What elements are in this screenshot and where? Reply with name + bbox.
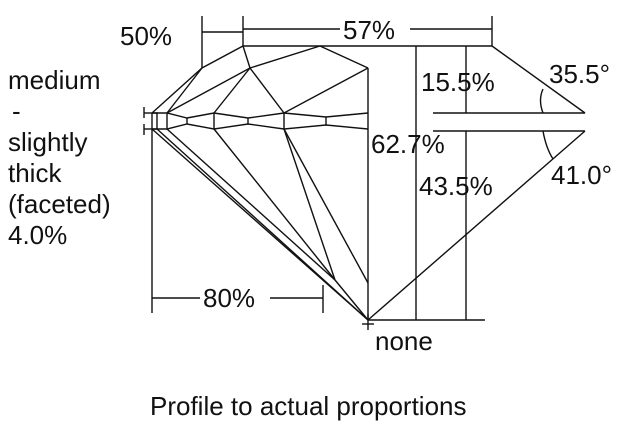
diamond-profile xyxy=(143,45,586,321)
pavilion-facet-line xyxy=(213,128,336,281)
crown-facet-line xyxy=(166,67,203,114)
pavilion-facet-line xyxy=(283,128,336,281)
girdle-top xyxy=(152,112,369,119)
girdle-label-line: 4.0% xyxy=(8,220,67,250)
lower-half-label: 50% xyxy=(120,21,172,51)
pavilion-facet-line xyxy=(283,128,369,284)
table-label: 57% xyxy=(343,15,395,45)
crown-facet-line xyxy=(213,67,251,114)
girdle-label-line: - xyxy=(12,96,21,126)
pavilion-facet-line xyxy=(156,128,369,321)
crown-angle-arc xyxy=(539,88,544,114)
girdle-label-line: slightly xyxy=(8,127,87,157)
dimension-lines xyxy=(151,16,585,330)
crown-height-label: 15.5% xyxy=(421,67,495,97)
pavilion-angle-arc xyxy=(542,130,554,160)
girdle-label-line: thick xyxy=(8,158,62,188)
girdle-label-line: medium xyxy=(8,65,100,95)
girdle-bottom xyxy=(152,123,369,130)
star-length-label: 80% xyxy=(203,283,255,313)
pavilion-facet-line xyxy=(166,128,336,281)
crown-facet-line xyxy=(242,45,369,114)
crown-angle-label: 35.5° xyxy=(549,59,610,89)
girdle-label-line: (faceted) xyxy=(8,189,111,219)
total-depth-label: 62.7% xyxy=(371,129,445,159)
pavilion-depth-label: 43.5% xyxy=(419,171,493,201)
culet-label: none xyxy=(375,326,433,356)
crown-facet-line xyxy=(166,45,369,114)
pavilion-facet-line xyxy=(334,279,369,321)
pavilion-angle-label: 41.0° xyxy=(551,160,612,190)
diagram-caption: Profile to actual proportions xyxy=(150,391,467,421)
girdle-description: medium - slightly thick (faceted) 4.0% xyxy=(8,65,111,250)
